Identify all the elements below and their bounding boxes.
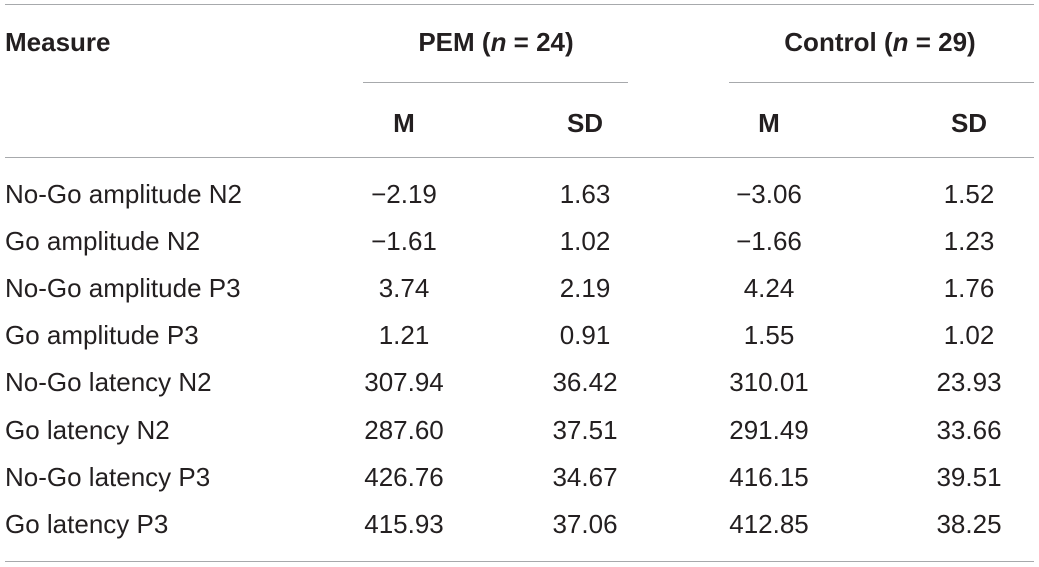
table-cell: 412.85 <box>729 509 809 539</box>
table-cell: 1.76 <box>943 273 995 303</box>
table-cell: 39.51 <box>936 462 1002 492</box>
subheader-pem-sd: SD <box>566 108 604 138</box>
table-row-label: Go amplitude N2 <box>5 226 201 256</box>
table-cell: −3.06 <box>736 179 802 209</box>
group-header-pem: PEM (n = 24) <box>418 27 574 57</box>
measure-column-header: Measure <box>5 27 111 57</box>
table-row-label: Go amplitude P3 <box>5 320 199 350</box>
table-cell: 4.24 <box>743 273 795 303</box>
table-cell: 1.02 <box>943 320 995 350</box>
table-cell: −1.66 <box>736 226 802 256</box>
table-top-rule <box>5 4 1034 5</box>
table-cell: 415.93 <box>364 509 444 539</box>
table-cell: 1.52 <box>943 179 995 209</box>
group-header-control: Control (n = 29) <box>784 27 976 57</box>
table-row-label: No-Go amplitude P3 <box>5 273 241 303</box>
subheader-pem-m: M <box>393 108 415 138</box>
table-cell: 36.42 <box>552 367 618 397</box>
table-row-label: No-Go latency P3 <box>5 462 211 492</box>
table-cell: 1.02 <box>559 226 611 256</box>
pem-group-underline <box>363 82 628 83</box>
table-cell: 34.67 <box>552 462 618 492</box>
table-row-label: Go latency N2 <box>5 415 170 445</box>
table-cell: 416.15 <box>729 462 809 492</box>
table-cell: 3.74 <box>378 273 430 303</box>
table-cell: 1.23 <box>943 226 995 256</box>
table-row-label: No-Go amplitude N2 <box>5 179 242 209</box>
table-cell: 0.91 <box>559 320 611 350</box>
table-row-label: Go latency P3 <box>5 509 169 539</box>
table-cell: 1.63 <box>559 179 611 209</box>
table-row-label: No-Go latency N2 <box>5 367 212 397</box>
table-cell: 23.93 <box>936 367 1002 397</box>
table-cell: 37.06 <box>552 509 618 539</box>
table-cell: 2.19 <box>559 273 611 303</box>
subheader-control-m: M <box>758 108 780 138</box>
table-cell: 1.55 <box>743 320 795 350</box>
control-group-underline <box>729 82 1034 83</box>
table-cell: −2.19 <box>371 179 437 209</box>
header-bottom-rule <box>5 157 1034 158</box>
table-cell: 426.76 <box>364 462 444 492</box>
table-cell: 38.25 <box>936 509 1002 539</box>
table-cell: 37.51 <box>552 415 618 445</box>
table-cell: −1.61 <box>371 226 437 256</box>
table-cell: 1.21 <box>378 320 430 350</box>
table-cell: 291.49 <box>729 415 809 445</box>
table-cell: 310.01 <box>729 367 809 397</box>
table-cell: 33.66 <box>936 415 1002 445</box>
subheader-control-sd: SD <box>950 108 988 138</box>
table-bottom-rule <box>5 561 1034 562</box>
table-cell: 307.94 <box>364 367 444 397</box>
table-cell: 287.60 <box>364 415 444 445</box>
